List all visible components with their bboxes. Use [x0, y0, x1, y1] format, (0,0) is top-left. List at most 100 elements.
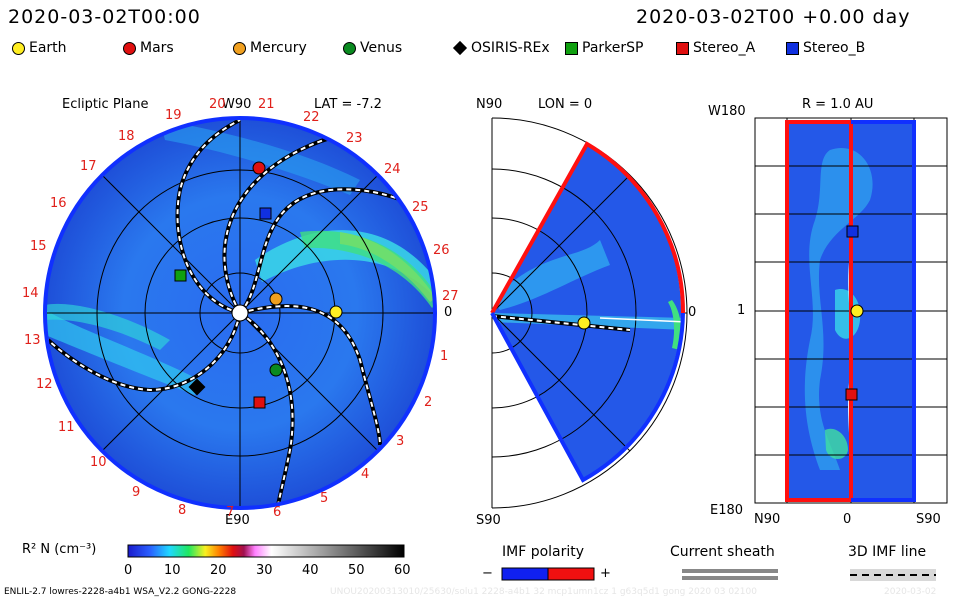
radial-stereo-b-marker	[846, 225, 859, 238]
ecliptic-plane-panel	[43, 116, 437, 510]
radial-bottom-left-label: E180	[710, 503, 744, 518]
legend-label: Earth	[29, 40, 67, 56]
meridional-top-label: N90	[476, 97, 503, 112]
sector-number: 17	[80, 159, 97, 174]
sector-number: 16	[50, 196, 67, 211]
legend-mars: Mars	[123, 40, 174, 56]
sector-number: 25	[412, 200, 429, 215]
sector-number: 20	[209, 97, 226, 112]
legend-label: Mercury	[250, 40, 307, 56]
legend-venus: Venus	[343, 40, 402, 56]
sector-number: 9	[132, 485, 141, 500]
imf-polarity-plus: +	[600, 566, 611, 581]
ecliptic-top-label: W90	[222, 97, 252, 112]
legend-label: Stereo_B	[803, 40, 866, 56]
sector-number: 8	[178, 503, 187, 518]
sector-number: 10	[90, 455, 107, 470]
venus-marker	[269, 363, 283, 377]
sector-number: 22	[303, 110, 320, 125]
polarity-negative-swatch	[501, 567, 549, 581]
meridional-bottom-label: S90	[476, 513, 501, 528]
right-timestamp: 2020-03-02T00 +0.00 day	[636, 6, 911, 28]
imf-polarity-minus: −	[482, 566, 493, 581]
legend-parkersp: ParkerSP	[565, 40, 643, 56]
legend-label: Stereo_A	[693, 40, 756, 56]
imf-line-title: 3D IMF line	[848, 544, 927, 560]
colorbar-tick: 40	[302, 563, 319, 578]
legend-label: Venus	[360, 40, 403, 56]
earth-circle-icon	[12, 41, 25, 55]
sector-number: 11	[58, 420, 75, 435]
sector-number: 14	[22, 286, 39, 301]
polarity-positive-swatch	[547, 567, 595, 581]
sector-number: 15	[30, 239, 47, 254]
sector-number: 7	[226, 505, 235, 520]
venus-circle-icon	[343, 41, 356, 55]
radial-surface-panel	[754, 117, 948, 504]
stereo-a-square-icon	[676, 41, 689, 55]
meridional-lon-label: LON = 0	[538, 97, 593, 112]
sector-number: 4	[361, 467, 370, 482]
radial-bottom-label-n90: N90	[754, 512, 781, 527]
meridional-plane-panel	[490, 117, 688, 509]
sector-number: 1	[440, 349, 449, 364]
sector-number: 12	[36, 377, 53, 392]
colorbar-tick: 10	[164, 563, 181, 578]
earth-marker	[329, 305, 343, 319]
sector-number: 6	[273, 505, 282, 520]
sector-number: 2	[424, 395, 433, 410]
legend-earth: Earth	[12, 40, 67, 56]
stereo-b-square-icon	[786, 41, 799, 55]
date-stamp: 2020-03-02	[884, 587, 937, 597]
radial-bottom-label-s90: S90	[916, 512, 941, 527]
meridional-earth-marker	[577, 316, 591, 330]
legend-label: ParkerSP	[582, 40, 644, 56]
run-id: UNOU20200313010/25630/solu1 2228-a4b1 32…	[330, 587, 757, 597]
radial-stereo-a-marker	[845, 388, 858, 401]
sector-number: 13	[24, 333, 41, 348]
legend-label: Mars	[140, 40, 174, 56]
legend-mercury: Mercury	[233, 40, 307, 56]
sector-number: 27	[442, 289, 459, 304]
mercury-circle-icon	[233, 41, 246, 55]
radial-earth-marker	[850, 304, 864, 318]
sector-number: 24	[384, 162, 401, 177]
ecliptic-title: Ecliptic Plane	[62, 97, 149, 112]
ecliptic-lat-label: LAT = -7.2	[314, 97, 382, 112]
sector-number: 23	[346, 131, 363, 146]
density-colorbar	[127, 544, 405, 558]
colorbar-tick: 60	[394, 563, 411, 578]
sector-number: 18	[118, 129, 135, 144]
radial-bottom-label-0: 0	[843, 512, 852, 527]
parker-marker	[174, 269, 187, 282]
stereo-b-marker	[259, 207, 272, 220]
mars-marker	[252, 161, 266, 175]
meridional-right-label: 0	[688, 305, 697, 320]
mercury-marker	[269, 292, 283, 306]
ecliptic-right-label: 0	[444, 305, 453, 320]
sector-number: 3	[396, 434, 405, 449]
imf-polarity-title: IMF polarity	[502, 544, 585, 560]
radial-top-left-label: W180	[708, 104, 746, 119]
current-sheath-title: Current sheath	[670, 544, 775, 560]
sector-number: 19	[165, 108, 182, 123]
left-timestamp: 2020-03-02T00:00	[8, 6, 201, 28]
mars-circle-icon	[123, 41, 136, 55]
parker-square-icon	[565, 41, 578, 55]
radial-mid-left-label: 1	[737, 303, 746, 318]
sector-number: 21	[258, 97, 275, 112]
colorbar-tick: 0	[124, 563, 133, 578]
legend-osiris-rex: OSIRIS-REx	[452, 40, 550, 56]
legend-label: OSIRIS-REx	[471, 40, 550, 56]
colorbar-tick: 50	[348, 563, 365, 578]
legend-stereo-b: Stereo_B	[786, 40, 865, 56]
colorbar-tick: 20	[210, 563, 227, 578]
sector-number: 26	[433, 243, 450, 258]
model-info: ENLIL-2.7 lowres-2228-a4b1 WSA_V2.2 GONG…	[4, 587, 237, 597]
legend-stereo-a: Stereo_A	[676, 40, 755, 56]
osiris-marker	[188, 378, 206, 396]
sector-number: 5	[320, 491, 329, 506]
ecliptic-bottom-label: E90	[225, 513, 250, 528]
stereo-a-marker	[253, 396, 266, 409]
